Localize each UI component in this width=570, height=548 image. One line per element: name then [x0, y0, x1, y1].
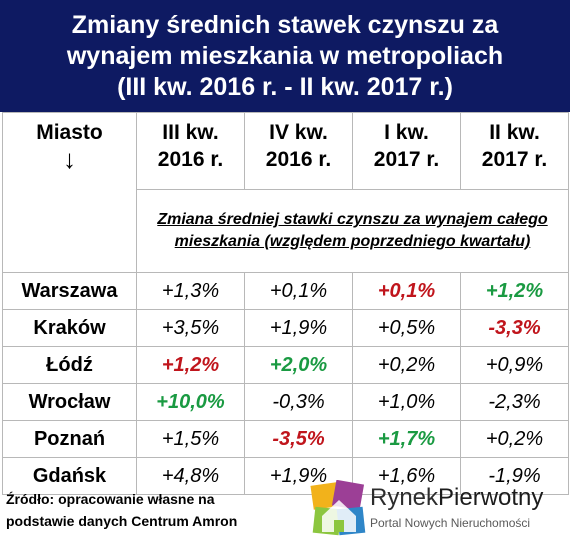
value-cell: +1,3%: [136, 272, 245, 310]
table-row: Kraków +3,5% +1,9% +0,5% -3,3%: [2, 309, 569, 347]
value-cell: +1,2%: [136, 346, 245, 384]
table-row: Warszawa +1,3% +0,1% +0,1% +1,2%: [2, 272, 569, 310]
city-header-label: Miasto: [36, 121, 103, 144]
quarter-year: 2017 r.: [481, 148, 548, 171]
quarter-header-4: II kw. 2017 r.: [460, 112, 569, 190]
value-cell: +1,9%: [244, 309, 353, 347]
value-cell: +1,6%: [352, 457, 461, 495]
logo-tagline: Portal Nowych Nieruchomości: [370, 516, 531, 530]
quarter-header-2: IV kw. 2016 r.: [244, 112, 353, 190]
title-line-2: wynajem mieszkania w metropoliach: [66, 42, 504, 70]
header-row: Miasto ↓ III kw. 2016 r. IV kw. 2016 r. …: [2, 112, 569, 273]
source-line-2: podstawie danych Centrum Amron: [6, 513, 238, 529]
title-banner: Zmiany średnich stawek czynszu za wynaje…: [0, 0, 570, 112]
logo-name-part-2: Pierwotny: [438, 484, 544, 511]
table-row: Gdańsk +4,8% +1,9% +1,6% -1,9%: [2, 457, 569, 495]
quarter-label: IV kw.: [269, 121, 328, 144]
city-cell: Kraków: [2, 309, 137, 347]
quarter-year: 2016 r.: [265, 148, 332, 171]
source-note: Źródło: opracowanie własne na podstawie …: [6, 488, 296, 532]
city-cell: Poznań: [2, 420, 137, 458]
quarter-header-3: I kw. 2017 r.: [352, 112, 461, 190]
value-cell: +1,5%: [136, 420, 245, 458]
city-cell: Warszawa: [2, 272, 137, 310]
value-cell: +0,5%: [352, 309, 461, 347]
logo-title: RynekPierwotny: [370, 484, 543, 512]
down-arrow-icon: ↓: [63, 144, 76, 174]
quarter-year: 2017 r.: [373, 148, 440, 171]
city-cell: Gdańsk: [2, 457, 137, 495]
quarter-header-1: III kw. 2016 r.: [136, 112, 245, 190]
rynek-pierwotny-logo[interactable]: RynekPierwotny Portal Nowych Nieruchomoś…: [310, 480, 566, 540]
source-line-1: Źródło: opracowanie własne na: [6, 491, 215, 507]
value-cell: +1,9%: [244, 457, 353, 495]
value-cell: +1,2%: [460, 272, 569, 310]
value-cell: -2,3%: [460, 383, 569, 421]
value-cell: +3,5%: [136, 309, 245, 347]
house-logo-icon: [310, 480, 366, 536]
title-line-3: (III kw. 2016 r. - II kw. 2017 r.): [117, 73, 453, 101]
value-cell: +10,0%: [136, 383, 245, 421]
quarter-label: III kw.: [162, 121, 219, 144]
value-cell: +0,9%: [460, 346, 569, 384]
note-row: Zmiana średniej stawki czynszu za wynaje…: [3, 189, 569, 273]
city-column-header: Miasto ↓: [2, 112, 137, 273]
rent-change-table: Miasto ↓ III kw. 2016 r. IV kw. 2016 r. …: [2, 112, 569, 495]
value-cell: +2,0%: [244, 346, 353, 384]
value-cell: +0,2%: [460, 420, 569, 458]
value-cell: -1,9%: [460, 457, 569, 495]
value-cell: +0,1%: [352, 272, 461, 310]
value-cell: -3,5%: [244, 420, 353, 458]
value-cell: +1,0%: [352, 383, 461, 421]
city-cell: Łódź: [2, 346, 137, 384]
quarter-year: 2016 r.: [157, 148, 224, 171]
title-line-1: Zmiany średnich stawek czynszu za: [71, 11, 499, 39]
value-cell: +0,1%: [244, 272, 353, 310]
table-row: Wrocław +10,0% -0,3% +1,0% -2,3%: [2, 383, 569, 421]
quarter-label: II kw.: [489, 121, 540, 144]
logo-name-part-1: Rynek: [370, 484, 439, 511]
value-cell: -0,3%: [244, 383, 353, 421]
table-note: Zmiana średniej stawki czynszu za wynaje…: [136, 189, 569, 273]
quarter-label: I kw.: [384, 121, 429, 144]
value-cell: -3,3%: [460, 309, 569, 347]
value-cell: +1,7%: [352, 420, 461, 458]
value-cell: +0,2%: [352, 346, 461, 384]
table-row: Poznań +1,5% -3,5% +1,7% +0,2%: [2, 420, 569, 458]
city-cell: Wrocław: [2, 383, 137, 421]
table-row: Łódź +1,2% +2,0% +0,2% +0,9%: [2, 346, 569, 384]
value-cell: +4,8%: [136, 457, 245, 495]
